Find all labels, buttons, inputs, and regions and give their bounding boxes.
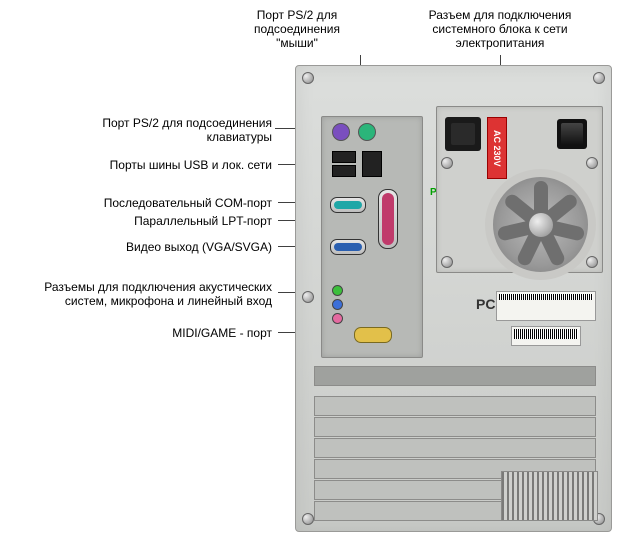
label-com-port: Последовательный COM-порт [0, 196, 272, 210]
screw-icon [441, 157, 453, 169]
diagram-root: Порт PS/2 для подсоединения "мыши" Разъе… [0, 0, 618, 536]
lpt-port [378, 189, 398, 249]
screw-icon [593, 72, 605, 84]
pc-tower-rear: PASS AC 230V PС [295, 65, 612, 532]
label-midi-port: MIDI/GAME - порт [0, 326, 272, 340]
power-switch [557, 119, 587, 149]
usb-port [332, 151, 356, 163]
vga-port [330, 239, 366, 255]
cert-mark-icon: PС [476, 296, 495, 312]
iec-power-inlet [445, 117, 481, 151]
voltage-label: AC 230V [487, 117, 507, 179]
midi-game-port [354, 327, 392, 343]
screw-icon [302, 291, 314, 303]
screw-icon [441, 256, 453, 268]
expansion-slot-cover [314, 417, 596, 437]
ps2-keyboard-port [332, 123, 350, 141]
expansion-slot-cover [314, 396, 596, 416]
screw-icon [302, 513, 314, 525]
com-port [330, 197, 366, 213]
screw-icon [586, 256, 598, 268]
screw-icon [302, 72, 314, 84]
label-lpt-port: Параллельный LPT-порт [0, 214, 272, 228]
serial-sticker [511, 326, 581, 346]
power-supply: AC 230V [436, 106, 603, 273]
usb-port [332, 165, 356, 177]
expansion-slot [314, 366, 596, 386]
lan-port [362, 151, 382, 177]
screw-icon [586, 157, 598, 169]
label-audio-ports: Разъемы для подключения акустических сис… [0, 280, 272, 308]
label-ps2-keyboard: Порт PS/2 для подсоединения клавиатуры [0, 116, 272, 144]
psu-fan [485, 169, 596, 280]
label-power-connector: Разъем для подключения системного блока … [400, 8, 600, 50]
spec-sticker [496, 291, 596, 321]
case-vent [501, 471, 598, 521]
audio-line-in [332, 299, 343, 310]
label-vga-port: Видео выход (VGA/SVGA) [0, 240, 272, 254]
label-ps2-mouse: Порт PS/2 для подсоединения "мыши" [232, 8, 362, 50]
audio-line-out [332, 285, 343, 296]
audio-mic [332, 313, 343, 324]
ps2-mouse-port [358, 123, 376, 141]
label-usb-lan: Порты шины USB и лок. сети [0, 158, 272, 172]
expansion-slot-cover [314, 438, 596, 458]
io-plate: PASS [321, 116, 423, 358]
